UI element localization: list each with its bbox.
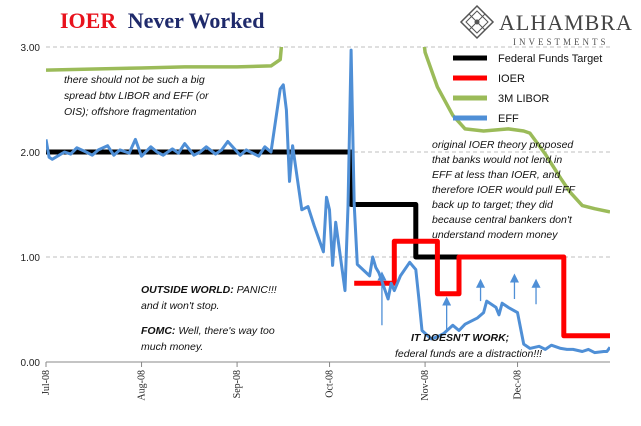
- alhambra-logo: ALHAMBRA INVESTMENTS: [459, 4, 633, 47]
- y-axis: 0.00 1.00 2.00 3.00: [21, 43, 41, 369]
- title-ioer: IOER: [60, 8, 117, 33]
- series-line-ioer: [354, 238, 610, 339]
- y-tick-label: 2.00: [21, 148, 41, 159]
- legend-label-fed-funds-target: Federal Funds Target: [498, 53, 602, 65]
- spread-note-line-2: spread btw LIBOR and EFF (or: [64, 90, 209, 102]
- outside-world-bold: OUTSIDE WORLD:: [141, 284, 234, 296]
- fomc-bold: FOMC:: [141, 325, 175, 337]
- legend: Federal Funds Target IOER 3M LIBOR EFF: [453, 53, 602, 125]
- theory-note-line-5: back up to target; they did: [432, 199, 554, 211]
- logo-name: ALHAMBRA: [499, 10, 633, 35]
- spread-note: there should not be such a big spread bt…: [64, 74, 209, 118]
- doesnt-work-line-2: federal funds are a distraction!!!: [395, 348, 542, 360]
- theory-note-line-2: that banks would not lend in: [432, 154, 562, 166]
- x-axis: Jul-08 Aug-08 Sep-08 Oct-08 Nov-08 Dec-08: [41, 361, 610, 401]
- x-tick-label: Jul-08: [41, 370, 52, 395]
- theory-note-line-6: because central bankers don't: [432, 214, 573, 226]
- x-tick-label: Sep-08: [232, 370, 243, 398]
- outside-world-line-1: OUTSIDE WORLD: PANIC!!!: [141, 284, 277, 296]
- doesnt-work-note: IT DOESN'T WORK; federal funds are a dis…: [395, 332, 542, 360]
- doesnt-work-line-1: IT DOESN'T WORK;: [411, 332, 509, 344]
- spread-note-line-3: OIS); offshore fragmentation: [64, 106, 197, 118]
- y-tick-label: 0.00: [21, 358, 41, 369]
- fomc-line-2: much money.: [141, 341, 203, 353]
- fomc-line-1: FOMC: Well, there's way too: [141, 325, 275, 337]
- theory-note: original IOER theory proposed that banks…: [432, 139, 576, 241]
- series-line-libor: [46, 47, 610, 214]
- theory-note-line-7: understand modern money: [432, 229, 558, 241]
- series-line-eff: [46, 48, 610, 355]
- annotation-arrows: [377, 271, 541, 331]
- series-line-fed-funds-target: [46, 149, 564, 260]
- theory-note-line-4: therefore IOER would pull EFF: [432, 184, 576, 196]
- legend-label-ioer: IOER: [498, 73, 525, 85]
- chart-title: IOER Never Worked: [60, 8, 264, 33]
- spread-note-line-1: there should not be such a big: [64, 74, 205, 86]
- y-tick-label: 3.00: [21, 43, 41, 54]
- theory-note-line-3: EFF at less than IOER, and: [432, 169, 561, 181]
- x-tick-label: Oct-08: [325, 370, 336, 398]
- logo-diamond-icon: [459, 4, 495, 40]
- fomc-text: Well, there's way too: [175, 325, 274, 337]
- outside-world-text: PANIC!!!: [234, 284, 277, 296]
- outside-world-line-2: and it won't stop.: [141, 300, 219, 312]
- fomc-note: FOMC: Well, there's way too much money.: [141, 325, 275, 353]
- logo-subtitle: INVESTMENTS: [513, 37, 609, 47]
- title-rest: Never Worked: [128, 8, 265, 33]
- x-tick-label: Dec-08: [513, 370, 524, 399]
- series-lines: [46, 47, 610, 355]
- theory-note-line-1: original IOER theory proposed: [432, 139, 574, 151]
- y-tick-label: 1.00: [21, 253, 41, 264]
- legend-label-eff: EFF: [498, 113, 519, 125]
- x-tick-label: Nov-08: [420, 370, 431, 401]
- legend-label-libor: 3M LIBOR: [498, 93, 549, 105]
- x-tick-label: Aug-08: [137, 370, 148, 401]
- outside-world-note: OUTSIDE WORLD: PANIC!!! and it won't sto…: [141, 284, 277, 312]
